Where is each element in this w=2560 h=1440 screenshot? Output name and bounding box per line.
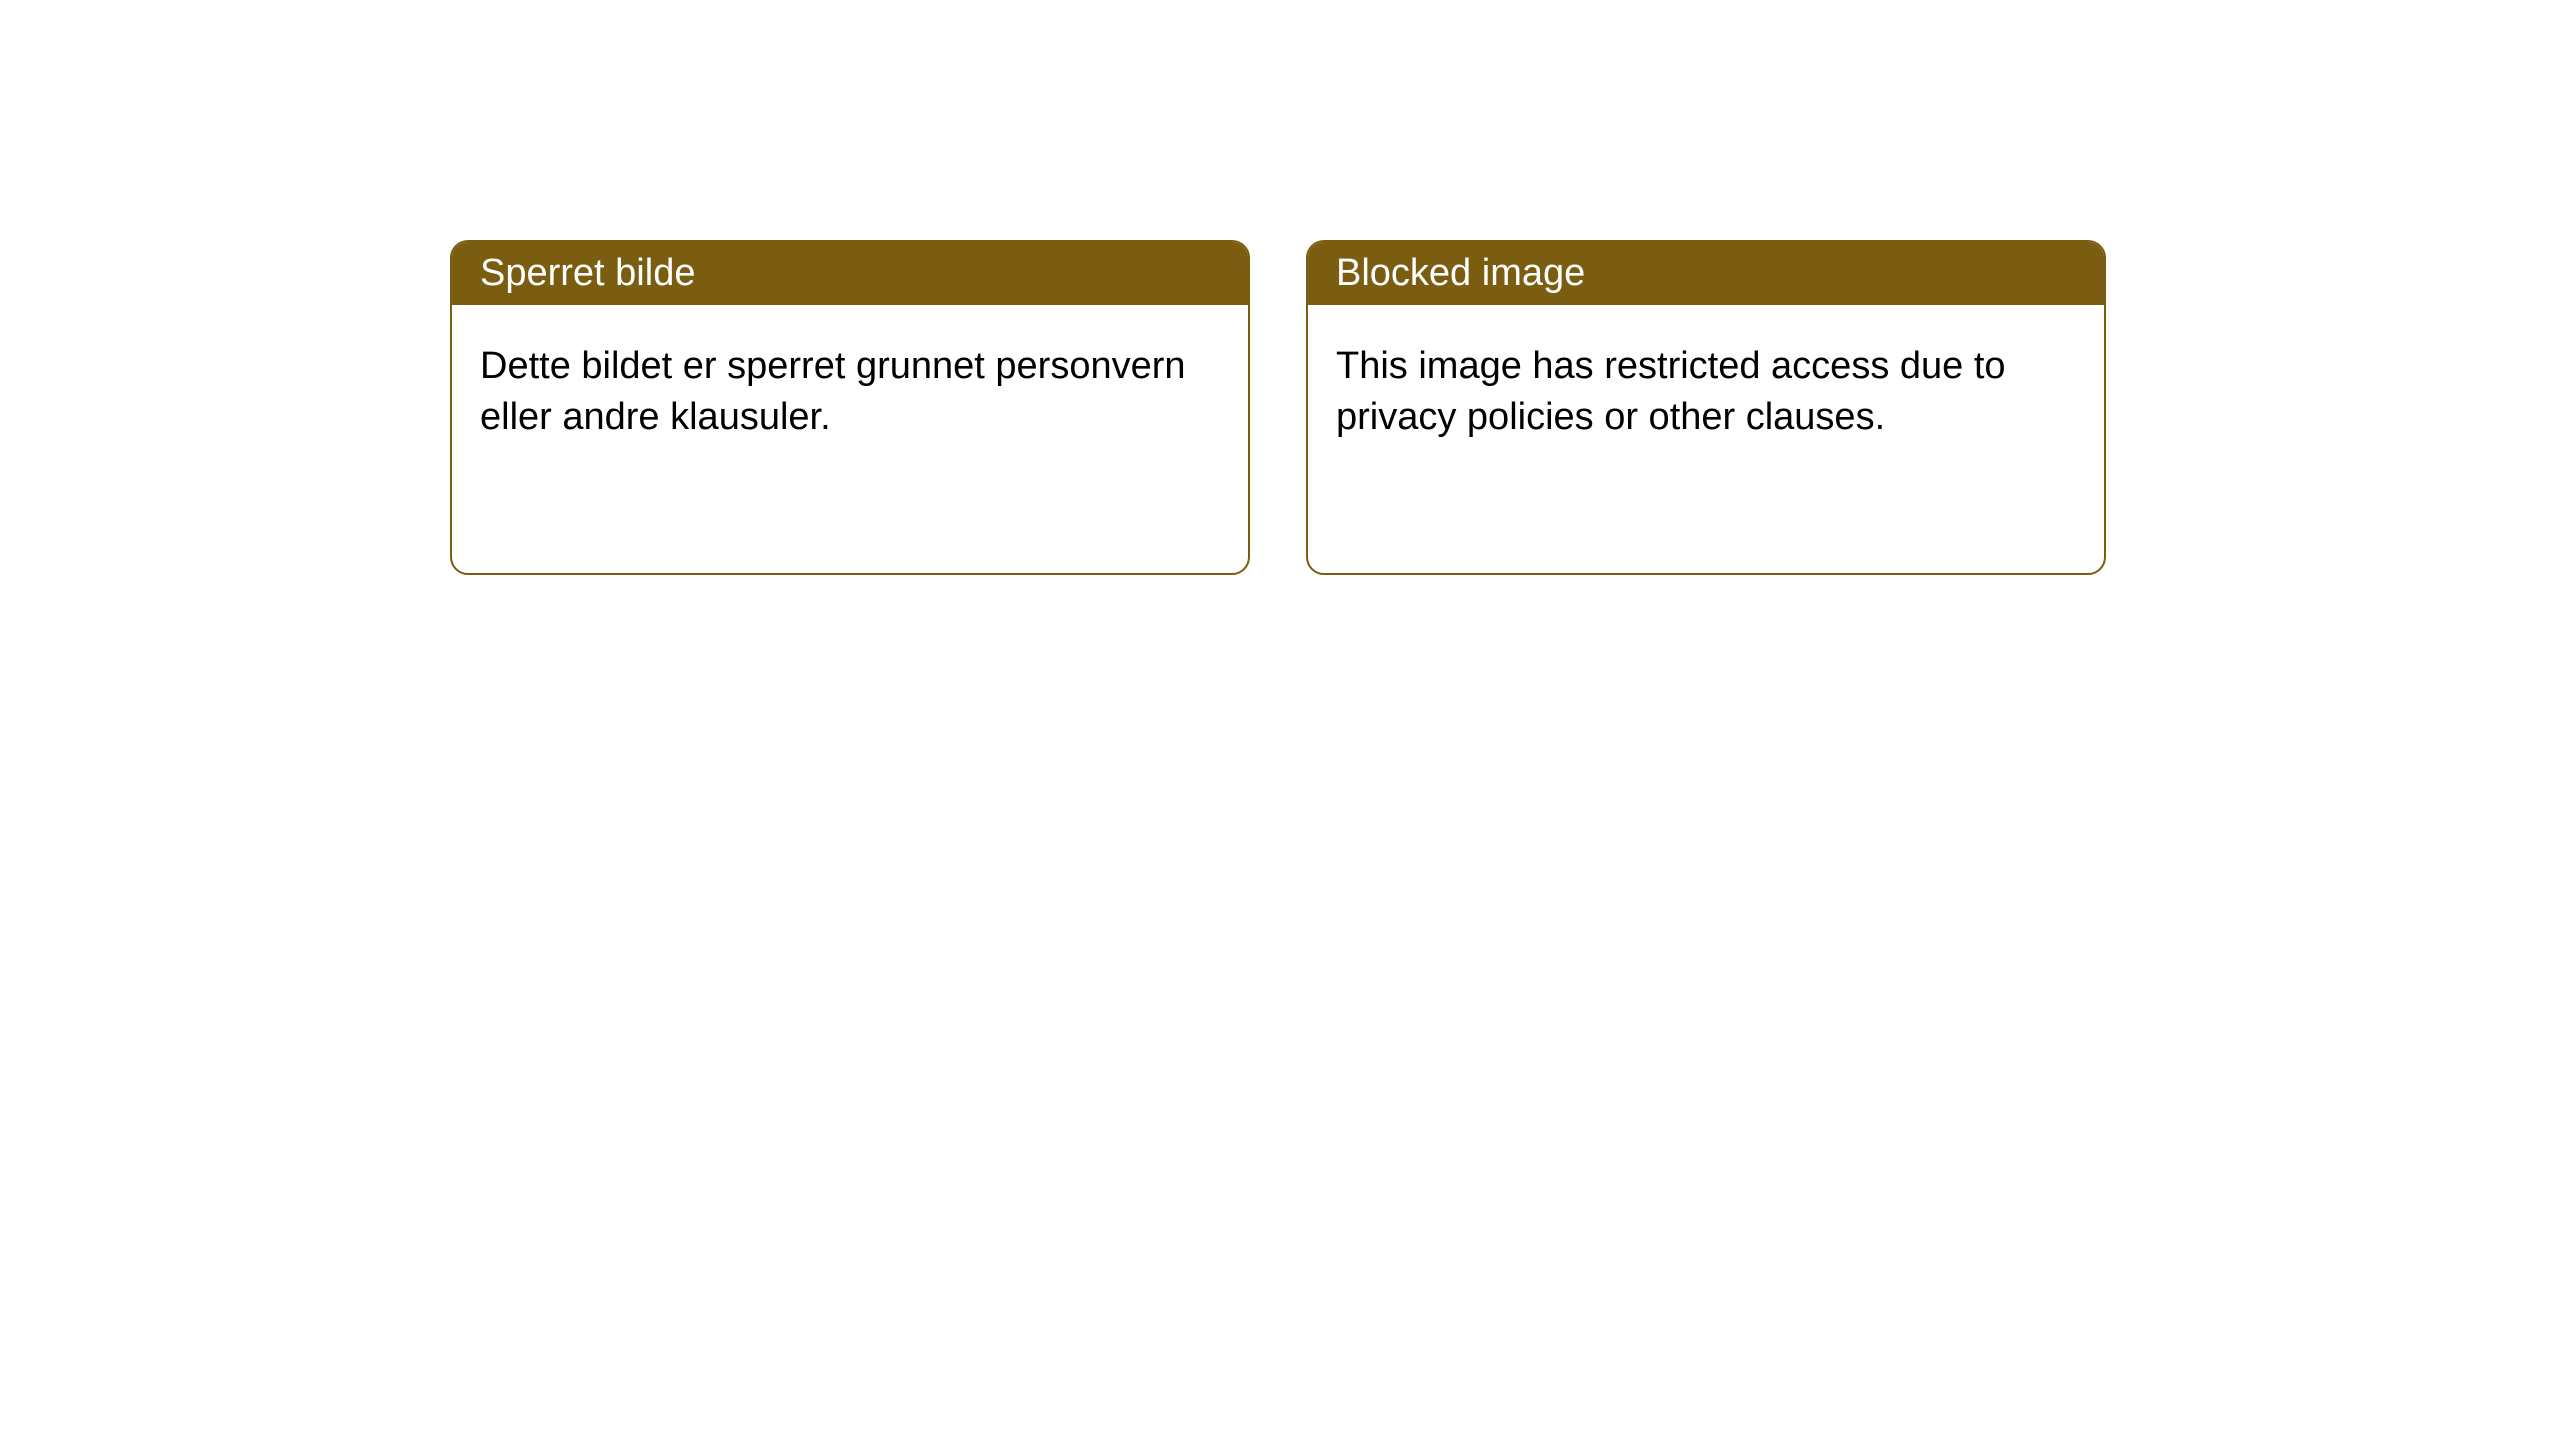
panel-body-english: This image has restricted access due to … bbox=[1308, 305, 2104, 480]
panel-title-norwegian: Sperret bilde bbox=[480, 252, 695, 294]
panel-text-english: This image has restricted access due to … bbox=[1336, 345, 2006, 438]
panel-norwegian: Sperret bilde Dette bildet er sperret gr… bbox=[450, 240, 1250, 575]
panel-header-english: Blocked image bbox=[1308, 242, 2104, 305]
panel-header-norwegian: Sperret bilde bbox=[452, 242, 1248, 305]
panels-container: Sperret bilde Dette bildet er sperret gr… bbox=[450, 240, 2106, 575]
panel-title-english: Blocked image bbox=[1336, 252, 1585, 294]
panel-body-norwegian: Dette bildet er sperret grunnet personve… bbox=[452, 305, 1248, 480]
panel-text-norwegian: Dette bildet er sperret grunnet personve… bbox=[480, 345, 1186, 438]
panel-english: Blocked image This image has restricted … bbox=[1306, 240, 2106, 575]
